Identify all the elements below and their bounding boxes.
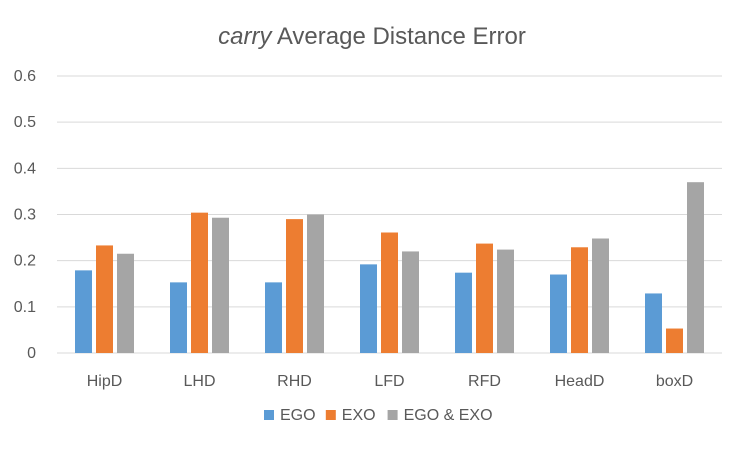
bar-ego-lfd bbox=[360, 264, 377, 353]
x-tick-label: LFD bbox=[374, 373, 404, 390]
legend-label: EXO bbox=[342, 407, 376, 424]
bar-ego-exo-rhd bbox=[307, 214, 324, 353]
bars bbox=[75, 182, 704, 353]
bar-exo-lfd bbox=[381, 232, 398, 353]
chart-title-rest: Average Distance Error bbox=[272, 23, 526, 50]
bar-exo-rhd bbox=[286, 219, 303, 353]
bar-exo-hipd bbox=[96, 245, 113, 353]
legend-swatch bbox=[264, 410, 274, 420]
bar-ego-hipd bbox=[75, 270, 92, 353]
bar-exo-lhd bbox=[191, 212, 208, 353]
y-tick-label: 0.1 bbox=[14, 299, 36, 316]
legend-label: EGO bbox=[280, 407, 316, 424]
y-tick-label: 0.2 bbox=[14, 253, 36, 270]
y-tick-label: 0.4 bbox=[14, 160, 36, 177]
bar-ego-exo-lhd bbox=[212, 217, 229, 353]
bar-ego-boxd bbox=[645, 293, 662, 353]
x-tick-label: RFD bbox=[468, 373, 501, 390]
legend-swatch bbox=[325, 410, 336, 420]
bar-ego-headd bbox=[550, 274, 567, 353]
y-tick-label: 0.6 bbox=[14, 68, 36, 85]
y-tick-label: 0.5 bbox=[14, 114, 36, 131]
bar-ego-exo-hipd bbox=[117, 253, 134, 353]
y-tick-label: 0.3 bbox=[14, 207, 36, 224]
legend: EGO EXO EGO & EXO bbox=[264, 407, 493, 424]
bar-ego-lhd bbox=[170, 282, 187, 353]
bar-ego-exo-lfd bbox=[402, 251, 419, 353]
bar-ego-exo-rfd bbox=[497, 249, 514, 353]
chart-title: carry Average Distance Error bbox=[218, 23, 526, 50]
x-tick-label: HeadD bbox=[555, 373, 605, 390]
bar-exo-rfd bbox=[476, 243, 493, 353]
x-axis-ticks: HipD LHD RHD LFD RFD HeadD boxD bbox=[87, 373, 693, 390]
legend-swatch bbox=[387, 410, 398, 420]
bar-exo-boxd bbox=[666, 328, 683, 353]
bar-exo-headd bbox=[571, 247, 588, 353]
bar-ego-exo-headd bbox=[592, 238, 609, 353]
x-tick-label: boxD bbox=[656, 373, 693, 390]
bar-ego-rfd bbox=[455, 272, 472, 353]
y-tick-label: 0 bbox=[27, 345, 36, 362]
x-tick-label: RHD bbox=[277, 373, 312, 390]
bar-ego-exo-boxd bbox=[687, 182, 704, 353]
legend-label: EGO & EXO bbox=[404, 407, 493, 424]
chart-title-emphasis: carry bbox=[218, 23, 273, 50]
bar-ego-rhd bbox=[265, 282, 282, 353]
y-axis-ticks: 0 0.1 0.2 0.3 0.4 0.5 0.6 bbox=[14, 68, 36, 362]
x-tick-label: HipD bbox=[87, 373, 123, 390]
x-tick-label: LHD bbox=[183, 373, 215, 390]
